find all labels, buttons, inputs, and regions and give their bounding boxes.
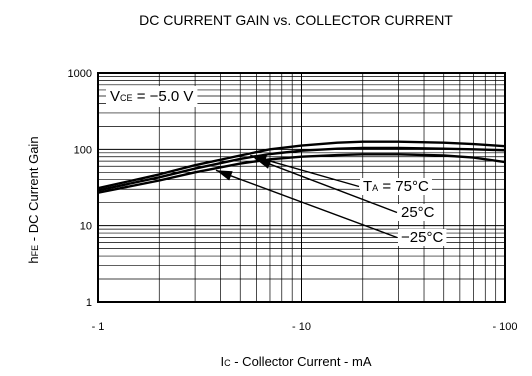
axis-ticks: 1 10 100 1000 - 1 - 10 - 100	[68, 68, 518, 333]
chart-title: DC CURRENT GAIN vs. COLLECTOR CURRENT	[139, 12, 453, 28]
condition-label: VCE = −5.0 V	[106, 86, 198, 107]
series-label-background	[360, 178, 432, 195]
x-axis-label: IC - Collector Current - mA	[221, 354, 372, 369]
series-line	[97, 153, 506, 194]
series-label: −25°C	[401, 229, 443, 246]
series-label-background	[398, 204, 438, 221]
y-tick-label: 1	[86, 297, 92, 309]
series-lines	[97, 140, 506, 194]
y-tick-label: 1000	[68, 68, 92, 80]
x-tick-label: - 10	[292, 321, 311, 333]
series-labels: TA = 75°C 25°C −25°C	[360, 178, 447, 246]
y-tick-label: 100	[74, 144, 92, 156]
grid	[98, 73, 505, 302]
series-label-background	[398, 229, 447, 246]
condition-text: VCE = −5.0 V	[110, 88, 193, 105]
x-tick-label: - 100	[492, 321, 517, 333]
annotation-arrows	[215, 154, 398, 239]
arrow-head	[254, 158, 272, 169]
condition-label-background	[106, 86, 198, 107]
arrow-shaft	[254, 157, 398, 214]
series-label: 25°C	[401, 204, 435, 221]
x-tick-label: - 1	[92, 321, 105, 333]
y-tick-label: 10	[80, 221, 92, 233]
arrow-shaft	[215, 169, 398, 239]
arrow-head	[216, 170, 233, 181]
series-line	[97, 140, 506, 190]
series-line	[97, 146, 506, 192]
series-label: TA = 75°C	[363, 178, 429, 195]
y-axis-label: hFE - DC Current Gain	[26, 136, 41, 263]
